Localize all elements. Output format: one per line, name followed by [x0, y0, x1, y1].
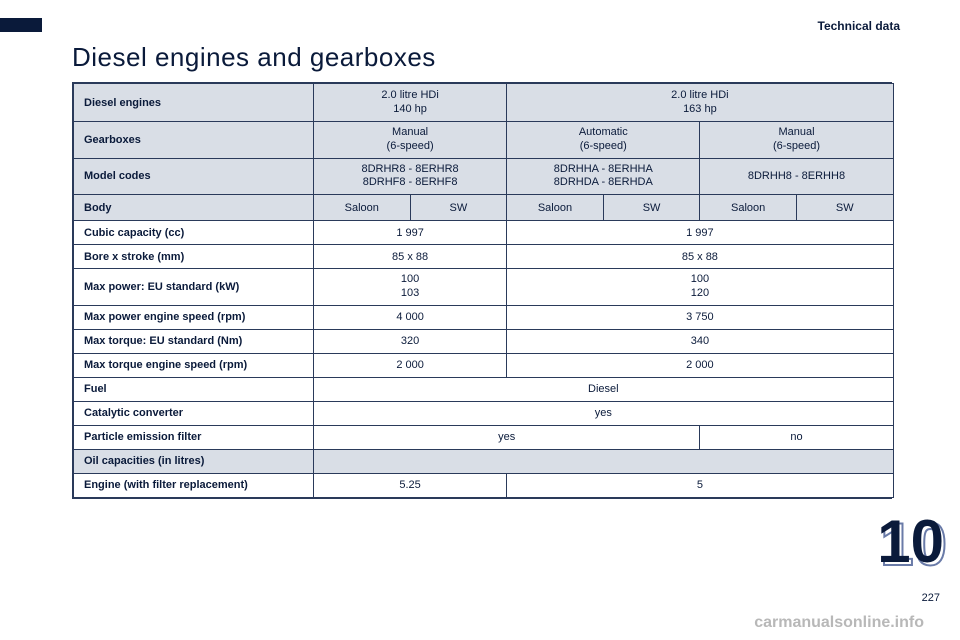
body-1: Saloon	[314, 195, 411, 221]
gearbox-2: Automatic(6-speed)	[507, 122, 700, 159]
row-tqspeed-b: 2 000	[507, 353, 893, 377]
row-tqspeed-a: 2 000	[314, 353, 507, 377]
row-fuel-val: Diesel	[314, 377, 894, 401]
row-powspeed-a: 4 000	[314, 305, 507, 329]
row-cc-b: 1 997	[507, 221, 893, 245]
left-accent-bar	[0, 18, 42, 32]
row-pef-right: no	[700, 425, 893, 449]
body-4: SW	[603, 195, 700, 221]
row-cat-val: yes	[314, 401, 894, 425]
row-torque-a: 320	[314, 329, 507, 353]
chapter-number-text: 10	[877, 508, 944, 575]
body-5: Saloon	[700, 195, 797, 221]
row-cc-a: 1 997	[314, 221, 507, 245]
row-bore-label: Bore x stroke (mm)	[74, 245, 314, 269]
watermark: carmanualsonline.info	[754, 614, 924, 632]
row-cc-label: Cubic capacity (cc)	[74, 221, 314, 245]
chapter-number: 10 10	[877, 507, 944, 576]
gearbox-1: Manual(6-speed)	[314, 122, 507, 159]
body-6: SW	[796, 195, 893, 221]
engine-163: 2.0 litre HDi163 hp	[507, 84, 893, 122]
body-3: Saloon	[507, 195, 604, 221]
row-tqspeed-label: Max torque engine speed (rpm)	[74, 353, 314, 377]
row-power-b: 100120	[507, 269, 893, 306]
section-header: Technical data	[818, 19, 900, 33]
model-3: 8DRHH8 - 8ERHH8	[700, 158, 893, 195]
spec-table: Diesel engines 2.0 litre HDi140 hp 2.0 l…	[72, 82, 892, 499]
row-pef-label: Particle emission filter	[74, 425, 314, 449]
row-power-a: 100103	[314, 269, 507, 306]
row-fuel-label: Fuel	[74, 377, 314, 401]
row-engines-label: Diesel engines	[74, 84, 314, 122]
model-2: 8DRHHA - 8ERHHA8DRHDA - 8ERHDA	[507, 158, 700, 195]
row-oil-heading: Oil capacities (in litres)	[74, 449, 314, 473]
row-models-label: Model codes	[74, 158, 314, 195]
row-engine-oil-label: Engine (with filter replacement)	[74, 473, 314, 497]
gearbox-3: Manual(6-speed)	[700, 122, 893, 159]
page-number: 227	[922, 592, 940, 604]
model-1: 8DRHR8 - 8ERHR88DRHF8 - 8ERHF8	[314, 158, 507, 195]
row-torque-label: Max torque: EU standard (Nm)	[74, 329, 314, 353]
row-powspeed-label: Max power engine speed (rpm)	[74, 305, 314, 329]
row-torque-b: 340	[507, 329, 893, 353]
body-2: SW	[410, 195, 507, 221]
row-gearboxes-label: Gearboxes	[74, 122, 314, 159]
row-engine-oil-b: 5	[507, 473, 893, 497]
row-cat-label: Catalytic converter	[74, 401, 314, 425]
row-powspeed-b: 3 750	[507, 305, 893, 329]
row-pef-left: yes	[314, 425, 700, 449]
row-body-label: Body	[74, 195, 314, 221]
row-oil-heading-blank	[314, 449, 894, 473]
row-bore-a: 85 x 88	[314, 245, 507, 269]
row-engine-oil-a: 5.25	[314, 473, 507, 497]
row-power-label: Max power: EU standard (kW)	[74, 269, 314, 306]
row-bore-b: 85 x 88	[507, 245, 893, 269]
engine-140: 2.0 litre HDi140 hp	[314, 84, 507, 122]
page-title: Diesel engines and gearboxes	[72, 42, 436, 73]
